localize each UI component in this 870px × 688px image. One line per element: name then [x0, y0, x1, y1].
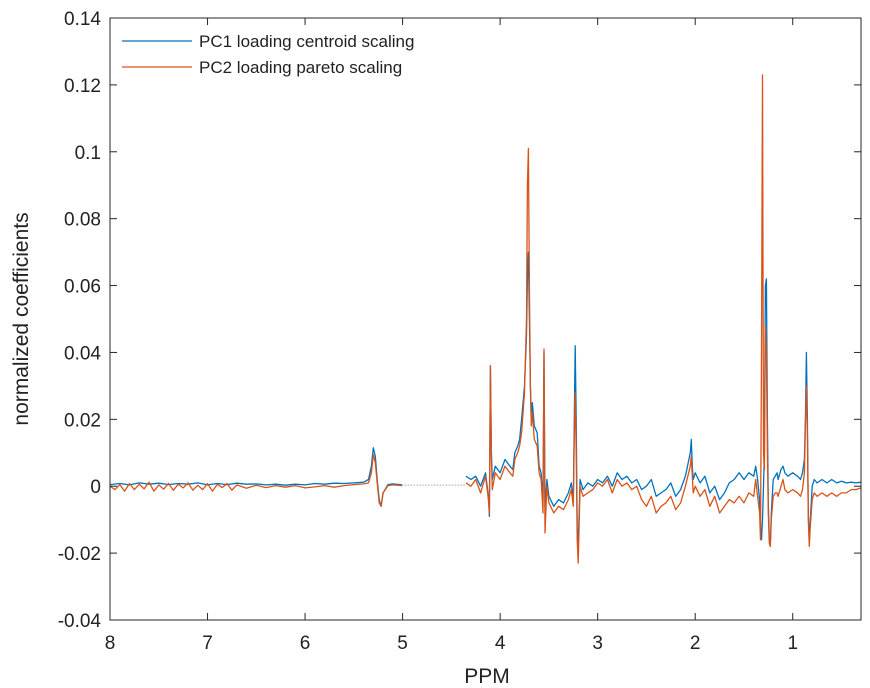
gap-dot	[422, 484, 424, 487]
gap-dot	[419, 484, 422, 487]
y-tick-label: -0.04	[58, 611, 102, 632]
y-tick-label: 0	[90, 477, 101, 498]
gap-dot	[442, 484, 445, 487]
y-tick-label: -0.02	[58, 544, 101, 565]
gap-dot	[404, 484, 407, 487]
y-tick-label: 0.06	[64, 277, 101, 298]
x-axis-label: PPM	[464, 665, 510, 688]
gap-dot	[401, 484, 404, 487]
y-axis-label: normalized coefficients	[10, 212, 33, 425]
x-tick-label: 3	[592, 633, 603, 654]
gap-dot	[439, 484, 442, 487]
legend: PC1 loading centroid scaling PC2 loading…	[122, 32, 414, 77]
y-tick-label: 0.12	[64, 76, 101, 97]
series-line-pc2-segment-2	[465, 74, 862, 564]
gap-dots	[401, 484, 465, 487]
y-tick-label: 0.02	[64, 410, 101, 431]
gap-dot	[445, 484, 448, 487]
x-tick-label: 8	[105, 633, 116, 654]
gap-dot	[436, 484, 439, 487]
gap-dot	[428, 484, 430, 487]
x-tick-label: 7	[202, 633, 213, 654]
x-tick-label: 6	[300, 633, 311, 654]
gap-dot	[413, 484, 416, 487]
x-tick-label: 1	[787, 633, 798, 654]
gap-dot	[433, 484, 436, 487]
legend-label-pc2: PC2 loading pareto scaling	[199, 58, 402, 77]
gap-dot	[410, 484, 413, 487]
plot-area	[109, 74, 862, 564]
x-axis: 876543210	[105, 18, 798, 654]
x-tick-label: 5	[397, 633, 408, 654]
gap-dot	[448, 484, 451, 487]
x-tick-label: 4	[495, 633, 506, 654]
series-line-pc1-segment-2	[465, 251, 862, 548]
x-tick-label: 2	[690, 633, 701, 654]
legend-label-pc1: PC1 loading centroid scaling	[199, 32, 414, 51]
gap-dot	[431, 484, 433, 487]
gap-dot	[425, 484, 427, 487]
gap-dot	[454, 484, 457, 487]
axes-box	[109, 17, 862, 621]
series-line-pc2-segment-1	[109, 453, 403, 507]
gap-dot	[451, 484, 454, 487]
gap-dot	[416, 484, 419, 487]
y-axis: -0.04 -0.02 0 0.02 0.04 0.06 0.08 0.1 0.12 0.14	[58, 9, 861, 632]
y-tick-label: 0.04	[64, 343, 101, 364]
gap-dot	[460, 484, 462, 487]
y-tick-label: 0.14	[64, 9, 101, 30]
gap-dot	[457, 484, 460, 487]
gap-dot	[463, 484, 465, 487]
y-tick-label: 0.1	[75, 143, 101, 164]
y-tick-label: 0.08	[64, 210, 101, 231]
gap-dot	[407, 484, 410, 487]
